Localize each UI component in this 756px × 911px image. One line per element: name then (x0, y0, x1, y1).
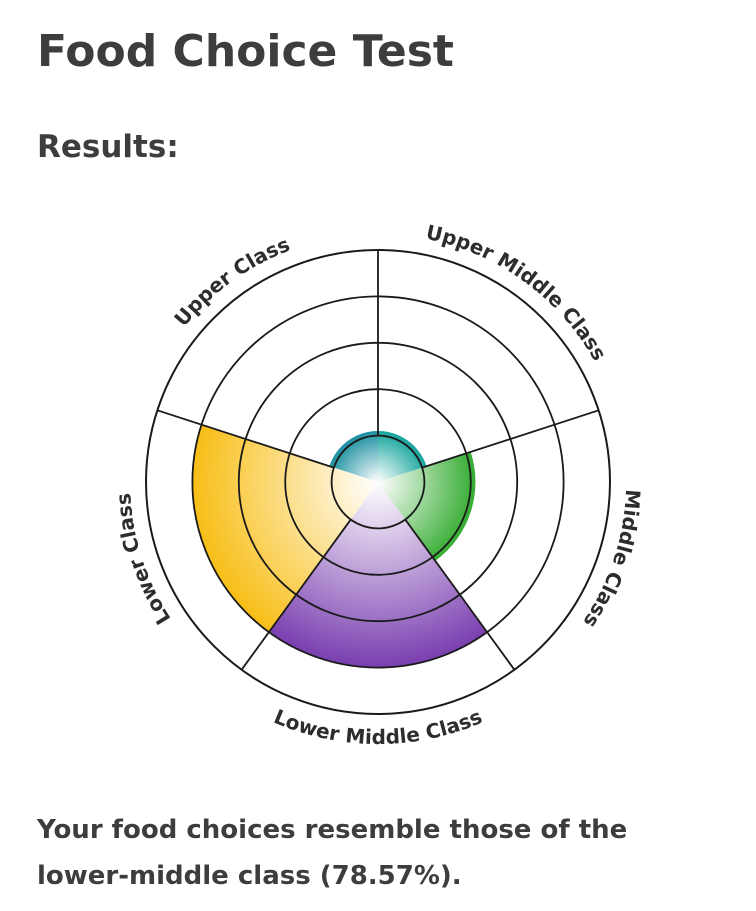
category-label-upper-middle-class: Upper Middle Class (424, 220, 612, 365)
sector-middle-class (378, 451, 476, 561)
class-polar-chart: Upper Class Upper Middle Class Middle Clas… (111, 220, 646, 749)
sector-upper-class (329, 430, 378, 482)
result-summary: Your food choices resemble those of the … (37, 815, 628, 891)
category-label-lower-class: Lower Class (111, 492, 175, 629)
category-label-lower-middle-class: Lower Middle Class (271, 704, 486, 749)
page-title: Food Choice Test (37, 26, 454, 77)
spoke-1 (157, 409, 335, 469)
results-heading: Results: (37, 129, 179, 165)
spoke-5 (240, 519, 352, 671)
spoke-4 (404, 519, 516, 671)
sector-upper-middle-class (378, 430, 427, 482)
grid-layer (145, 249, 611, 715)
category-label-upper-class: Upper Class (169, 232, 293, 331)
category-label-middle-class: Middle Class (579, 489, 646, 633)
spoke-3 (421, 409, 599, 469)
